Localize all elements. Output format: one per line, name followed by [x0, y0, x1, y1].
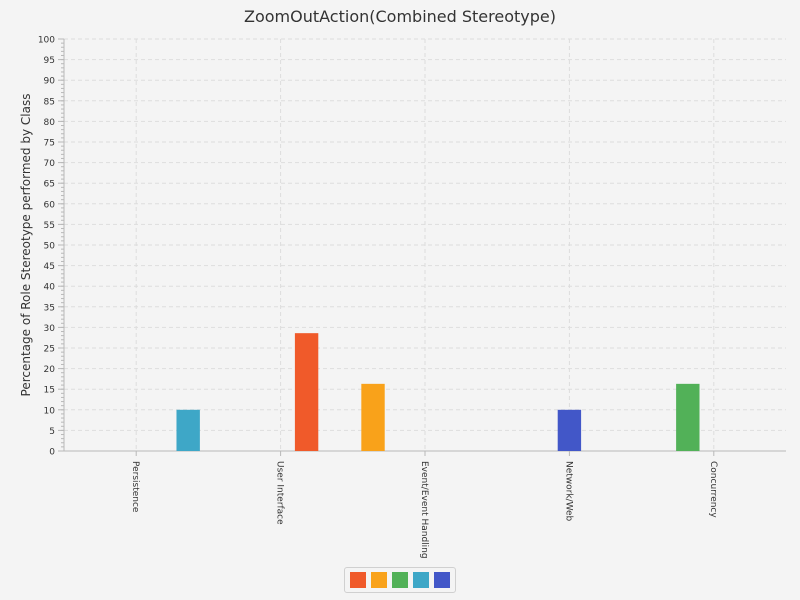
x-tick-label: Concurrency	[708, 461, 718, 518]
y-tick-label: 75	[44, 139, 55, 149]
y-tick-label: 80	[44, 118, 56, 128]
legend	[344, 567, 456, 593]
y-tick-label: 95	[44, 56, 55, 66]
y-tick-label: 15	[44, 386, 55, 396]
y-tick-label: 10	[44, 406, 56, 416]
x-tick-label: Persistence	[130, 461, 140, 513]
y-tick-label: 0	[49, 448, 55, 458]
y-tick-label: 5	[49, 427, 55, 437]
y-tick-label: 35	[44, 303, 55, 313]
x-tick-label: User Interface	[275, 461, 285, 525]
y-tick-label: 70	[44, 159, 56, 169]
y-tick-label: 25	[44, 345, 55, 355]
y-tick-label: 100	[38, 36, 55, 46]
legend-swatch	[350, 572, 366, 588]
y-tick-label: 20	[44, 365, 56, 375]
bar	[294, 333, 319, 451]
bar	[676, 383, 700, 451]
bar	[361, 383, 385, 451]
y-tick-label: 45	[44, 262, 55, 272]
legend-swatch	[434, 572, 450, 588]
y-tick-label: 85	[44, 97, 55, 107]
bar	[557, 409, 582, 451]
y-tick-label: 90	[44, 77, 56, 87]
y-tick-label: 50	[44, 242, 56, 252]
x-tick-label: Event/Event Handling	[419, 461, 429, 559]
legend-swatch	[392, 572, 408, 588]
legend-swatch	[371, 572, 387, 588]
bar	[176, 409, 200, 451]
y-tick-label: 60	[44, 200, 56, 210]
chart-title: ZoomOutAction(Combined Stereotype)	[244, 7, 556, 26]
legend-swatch	[413, 572, 429, 588]
y-tick-label: 55	[44, 221, 55, 231]
y-tick-label: 30	[44, 324, 56, 334]
y-tick-label: 40	[44, 283, 56, 293]
x-tick-label: Network/Web	[563, 461, 573, 522]
y-tick-label: 65	[44, 180, 55, 190]
